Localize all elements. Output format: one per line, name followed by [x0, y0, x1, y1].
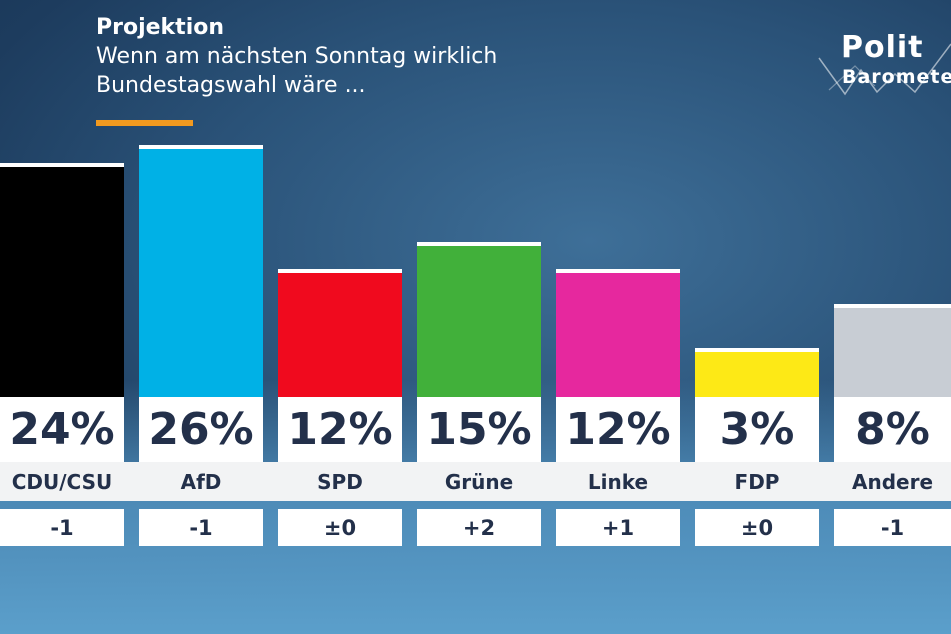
value-label-3: 12%: [278, 397, 402, 462]
category-label-2: AfD: [180, 469, 222, 494]
bar-6: [695, 352, 819, 397]
bar-cap-5: [556, 268, 680, 273]
bar-cap-3: [278, 268, 402, 273]
chart-title: Projektion: [96, 15, 225, 40]
bar-cap-6: [695, 348, 819, 353]
category-label-3: SPD: [317, 469, 363, 494]
accent-line: [96, 120, 193, 126]
chart-subtitle: Wenn am nächsten Sonntag wirklich Bundes…: [96, 44, 498, 98]
change-label-3: ±0: [278, 509, 402, 546]
bar-2: [139, 148, 263, 397]
change-label-2: -1: [139, 509, 263, 546]
logo-text-barometer: Barometer: [842, 66, 951, 88]
bar-1: [0, 166, 124, 397]
bar-3: [278, 272, 402, 397]
bar-cap-2: [139, 144, 263, 149]
bar-cap-1: [0, 162, 124, 167]
change-label-4: +2: [417, 509, 541, 546]
change-label-5: +1: [556, 509, 680, 546]
change-label-1: -1: [0, 509, 124, 546]
bar-cap-7: [834, 304, 951, 309]
bar-5: [556, 272, 680, 397]
change-label-6: ±0: [695, 509, 819, 546]
bar-4: [417, 246, 541, 397]
category-label-1: CDU/CSU: [11, 469, 113, 494]
category-label-5: Linke: [587, 469, 649, 494]
logo-text-polit: Polit: [841, 30, 924, 65]
value-label-6: 3%: [695, 397, 819, 462]
value-label-2: 26%: [139, 397, 263, 462]
category-label-6: FDP: [734, 469, 780, 494]
logo-check-mark: [818, 43, 951, 96]
category-label-strip: [0, 462, 951, 501]
bar-7: [834, 308, 951, 397]
change-label-7: -1: [834, 509, 951, 546]
header: Projektion Wenn am nächsten Sonntag wirk…: [96, 14, 566, 100]
category-label-4: Grüne: [444, 469, 514, 494]
value-label-4: 15%: [417, 397, 541, 462]
category-label-7: Andere: [851, 469, 934, 494]
bar-cap-4: [417, 242, 541, 247]
politbarometer-logo: Polit Barometer: [815, 30, 951, 100]
value-label-1: 24%: [0, 397, 124, 462]
value-label-5: 12%: [556, 397, 680, 462]
value-label-7: 8%: [834, 397, 951, 462]
